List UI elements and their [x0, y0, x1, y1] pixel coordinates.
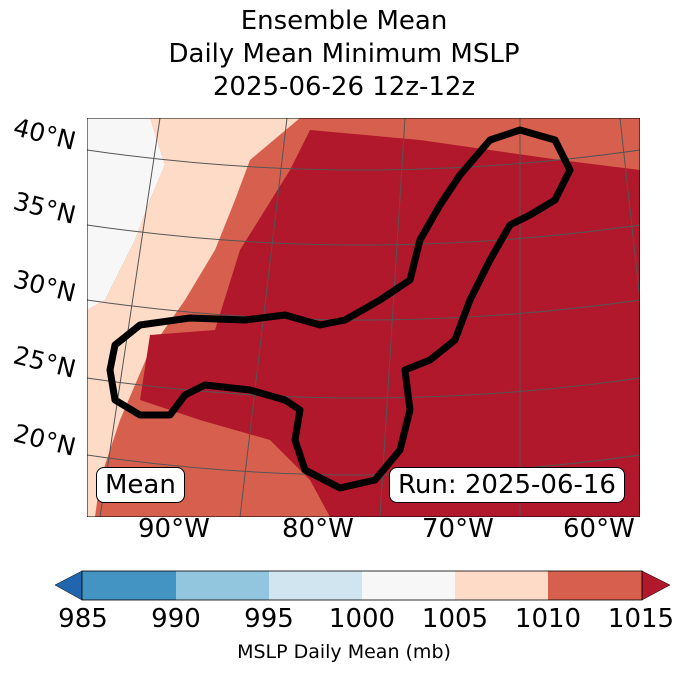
- colorbar-tick-1010: 1010: [514, 604, 582, 634]
- graticule: [87, 118, 640, 517]
- lat-label-40: 40°N: [10, 112, 79, 156]
- lon-label-70: 70°W: [422, 514, 494, 544]
- colorbar-over-arrow: [641, 570, 671, 601]
- lon-label-80: 80°W: [282, 514, 354, 544]
- colorbar-bin-1000-1005: [362, 571, 455, 600]
- colorbar-tick-985: 985: [58, 604, 108, 634]
- colorbar-under-arrow: [54, 570, 83, 601]
- colorbar-label: MSLP Daily Mean (mb): [237, 641, 451, 663]
- colorbar-bin-995-1000: [269, 571, 362, 600]
- colorbar-bin-985-990: [82, 571, 176, 600]
- title-line-3: 2025-06-26 12z-12z: [212, 72, 476, 102]
- colorbar-tick-995: 995: [244, 604, 294, 634]
- lon-label-90: 90°W: [138, 514, 210, 544]
- colorbar-tick-1015: 1015: [607, 604, 675, 634]
- lat-label-20: 20°N: [10, 418, 79, 462]
- region-1000: [87, 118, 165, 310]
- colorbar: [54, 570, 671, 601]
- run-date-box: Run: 2025-06-16: [389, 467, 625, 503]
- title-line-1: Ensemble Mean: [240, 6, 448, 36]
- lat-label-30: 30°N: [10, 264, 79, 308]
- mslp-contour: [106, 126, 574, 492]
- colorbar-bin-990-995: [176, 571, 269, 600]
- region-1015: [140, 130, 640, 517]
- colorbar-tick-1005: 1005: [421, 604, 489, 634]
- lat-label-35: 35°N: [10, 186, 79, 230]
- colorbar-tick-990: 990: [151, 604, 201, 634]
- map: [87, 118, 640, 517]
- lat-label-25: 25°N: [10, 340, 79, 384]
- colorbar-bin-1005-1010: [455, 571, 548, 600]
- colorbar-tick-1000: 1000: [328, 604, 396, 634]
- lon-label-60: 60°W: [563, 514, 635, 544]
- colorbar-bin-1010-1015: [548, 571, 642, 600]
- title-line-2: Daily Mean Minimum MSLP: [168, 39, 520, 69]
- mean-label-box: Mean: [96, 467, 185, 503]
